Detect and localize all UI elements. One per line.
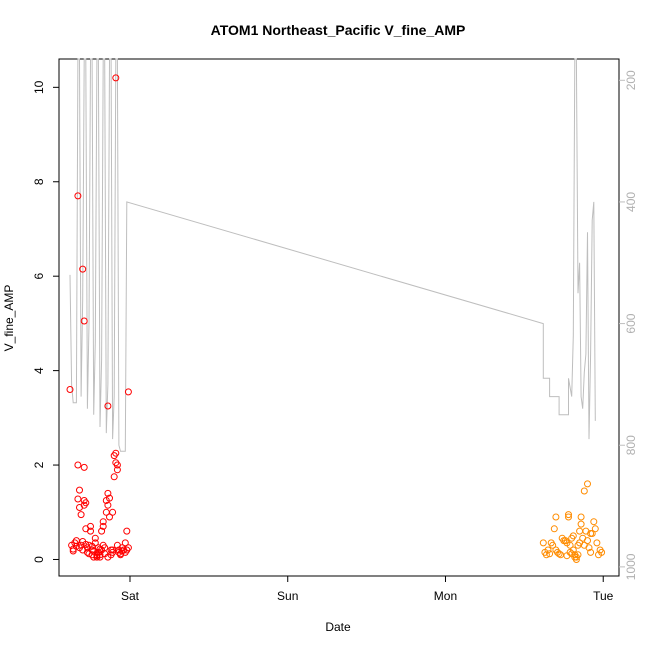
data-point	[77, 511, 85, 519]
data-point	[544, 546, 552, 554]
data-point	[79, 265, 87, 273]
data-point	[74, 495, 82, 503]
y2-tick-label: 1000	[624, 553, 638, 580]
data-point	[101, 544, 109, 552]
data-point	[112, 449, 120, 457]
data-point	[546, 550, 554, 558]
y2-tick-label: 400	[624, 192, 638, 212]
x-tick-label: Mon	[434, 589, 457, 603]
data-point	[82, 540, 90, 548]
data-point	[87, 527, 94, 535]
data-point	[572, 556, 580, 563]
data-point	[104, 501, 112, 509]
x-tick-label: Sun	[277, 589, 298, 603]
data-point	[577, 513, 585, 521]
data-point	[88, 542, 96, 550]
chart-title: ATOM1 Northeast_Pacific V_fine_AMP	[211, 22, 466, 38]
y-tick-label: 8	[32, 178, 46, 185]
data-point	[109, 508, 117, 516]
data-point	[550, 525, 558, 533]
y2-tick-label: 800	[624, 435, 638, 455]
data-point	[539, 539, 547, 547]
y2-tick-label: 200	[624, 70, 638, 90]
data-point	[113, 461, 121, 469]
data-point	[123, 527, 131, 535]
data-point	[598, 548, 606, 556]
data-point	[91, 534, 99, 542]
data-point	[104, 553, 112, 561]
data-point	[584, 480, 591, 488]
x-axis: Sat Sun Mon Tue	[121, 576, 614, 603]
y2-tick-label: 600	[624, 313, 638, 333]
data-point	[563, 552, 571, 560]
data-point	[113, 466, 121, 474]
data-point	[576, 527, 584, 535]
plot-area	[58, 58, 620, 577]
data-point	[549, 541, 557, 549]
data-point	[80, 463, 88, 471]
data-point	[124, 388, 132, 396]
y-axis-label: V_fine_AMP	[2, 285, 16, 352]
data-point	[555, 550, 563, 558]
data-point	[76, 486, 83, 494]
data-point	[66, 386, 74, 393]
data-point	[69, 547, 77, 555]
data-point	[552, 513, 560, 521]
data-point	[104, 489, 112, 497]
data-point	[87, 522, 94, 530]
data-point	[74, 461, 82, 469]
data-point	[76, 544, 83, 552]
y-tick-label: 6	[32, 273, 46, 280]
data-point	[565, 513, 572, 521]
x-tick-label: Sat	[121, 589, 140, 603]
depth-line-layer	[69, 58, 596, 452]
depth-line	[69, 58, 596, 452]
data-point	[124, 544, 132, 552]
x-tick-label: Tue	[593, 589, 614, 603]
data-point	[106, 494, 113, 502]
y2-axis: 200 400 600 800 1000	[619, 70, 638, 580]
y-tick-label: 4	[32, 367, 46, 374]
data-point	[121, 539, 129, 547]
data-point	[118, 547, 126, 555]
data-point	[80, 317, 88, 325]
data-point	[112, 74, 120, 82]
data-point	[104, 402, 112, 410]
data-point	[106, 513, 113, 521]
y-tick-label: 0	[32, 556, 46, 563]
data-point	[587, 530, 595, 537]
data-point	[590, 518, 598, 526]
x-axis-label: Date	[325, 620, 351, 634]
data-point	[593, 539, 601, 547]
data-point	[584, 537, 591, 545]
data-point	[98, 527, 106, 535]
data-point	[93, 552, 101, 560]
data-point	[587, 548, 595, 556]
y-axis: 0 2 4 6 8 10	[32, 80, 59, 563]
data-point	[580, 487, 588, 495]
data-point	[117, 551, 124, 559]
data-point	[569, 546, 577, 554]
data-point	[585, 544, 593, 552]
data-point	[85, 541, 93, 549]
data-point	[591, 525, 599, 533]
y-tick-label: 2	[32, 461, 46, 468]
data-point	[109, 546, 117, 554]
data-point	[96, 545, 104, 553]
y-tick-label: 10	[32, 80, 46, 94]
data-point	[99, 522, 107, 530]
data-point	[88, 546, 96, 554]
data-point	[74, 192, 82, 200]
data-point	[82, 499, 90, 507]
data-point	[566, 541, 574, 549]
points-layer	[66, 74, 606, 563]
data-point	[577, 520, 585, 528]
data-point	[542, 551, 550, 559]
data-point	[110, 473, 118, 481]
data-point	[565, 511, 572, 519]
data-point	[99, 518, 107, 526]
data-point	[569, 532, 577, 540]
data-point	[568, 550, 576, 558]
